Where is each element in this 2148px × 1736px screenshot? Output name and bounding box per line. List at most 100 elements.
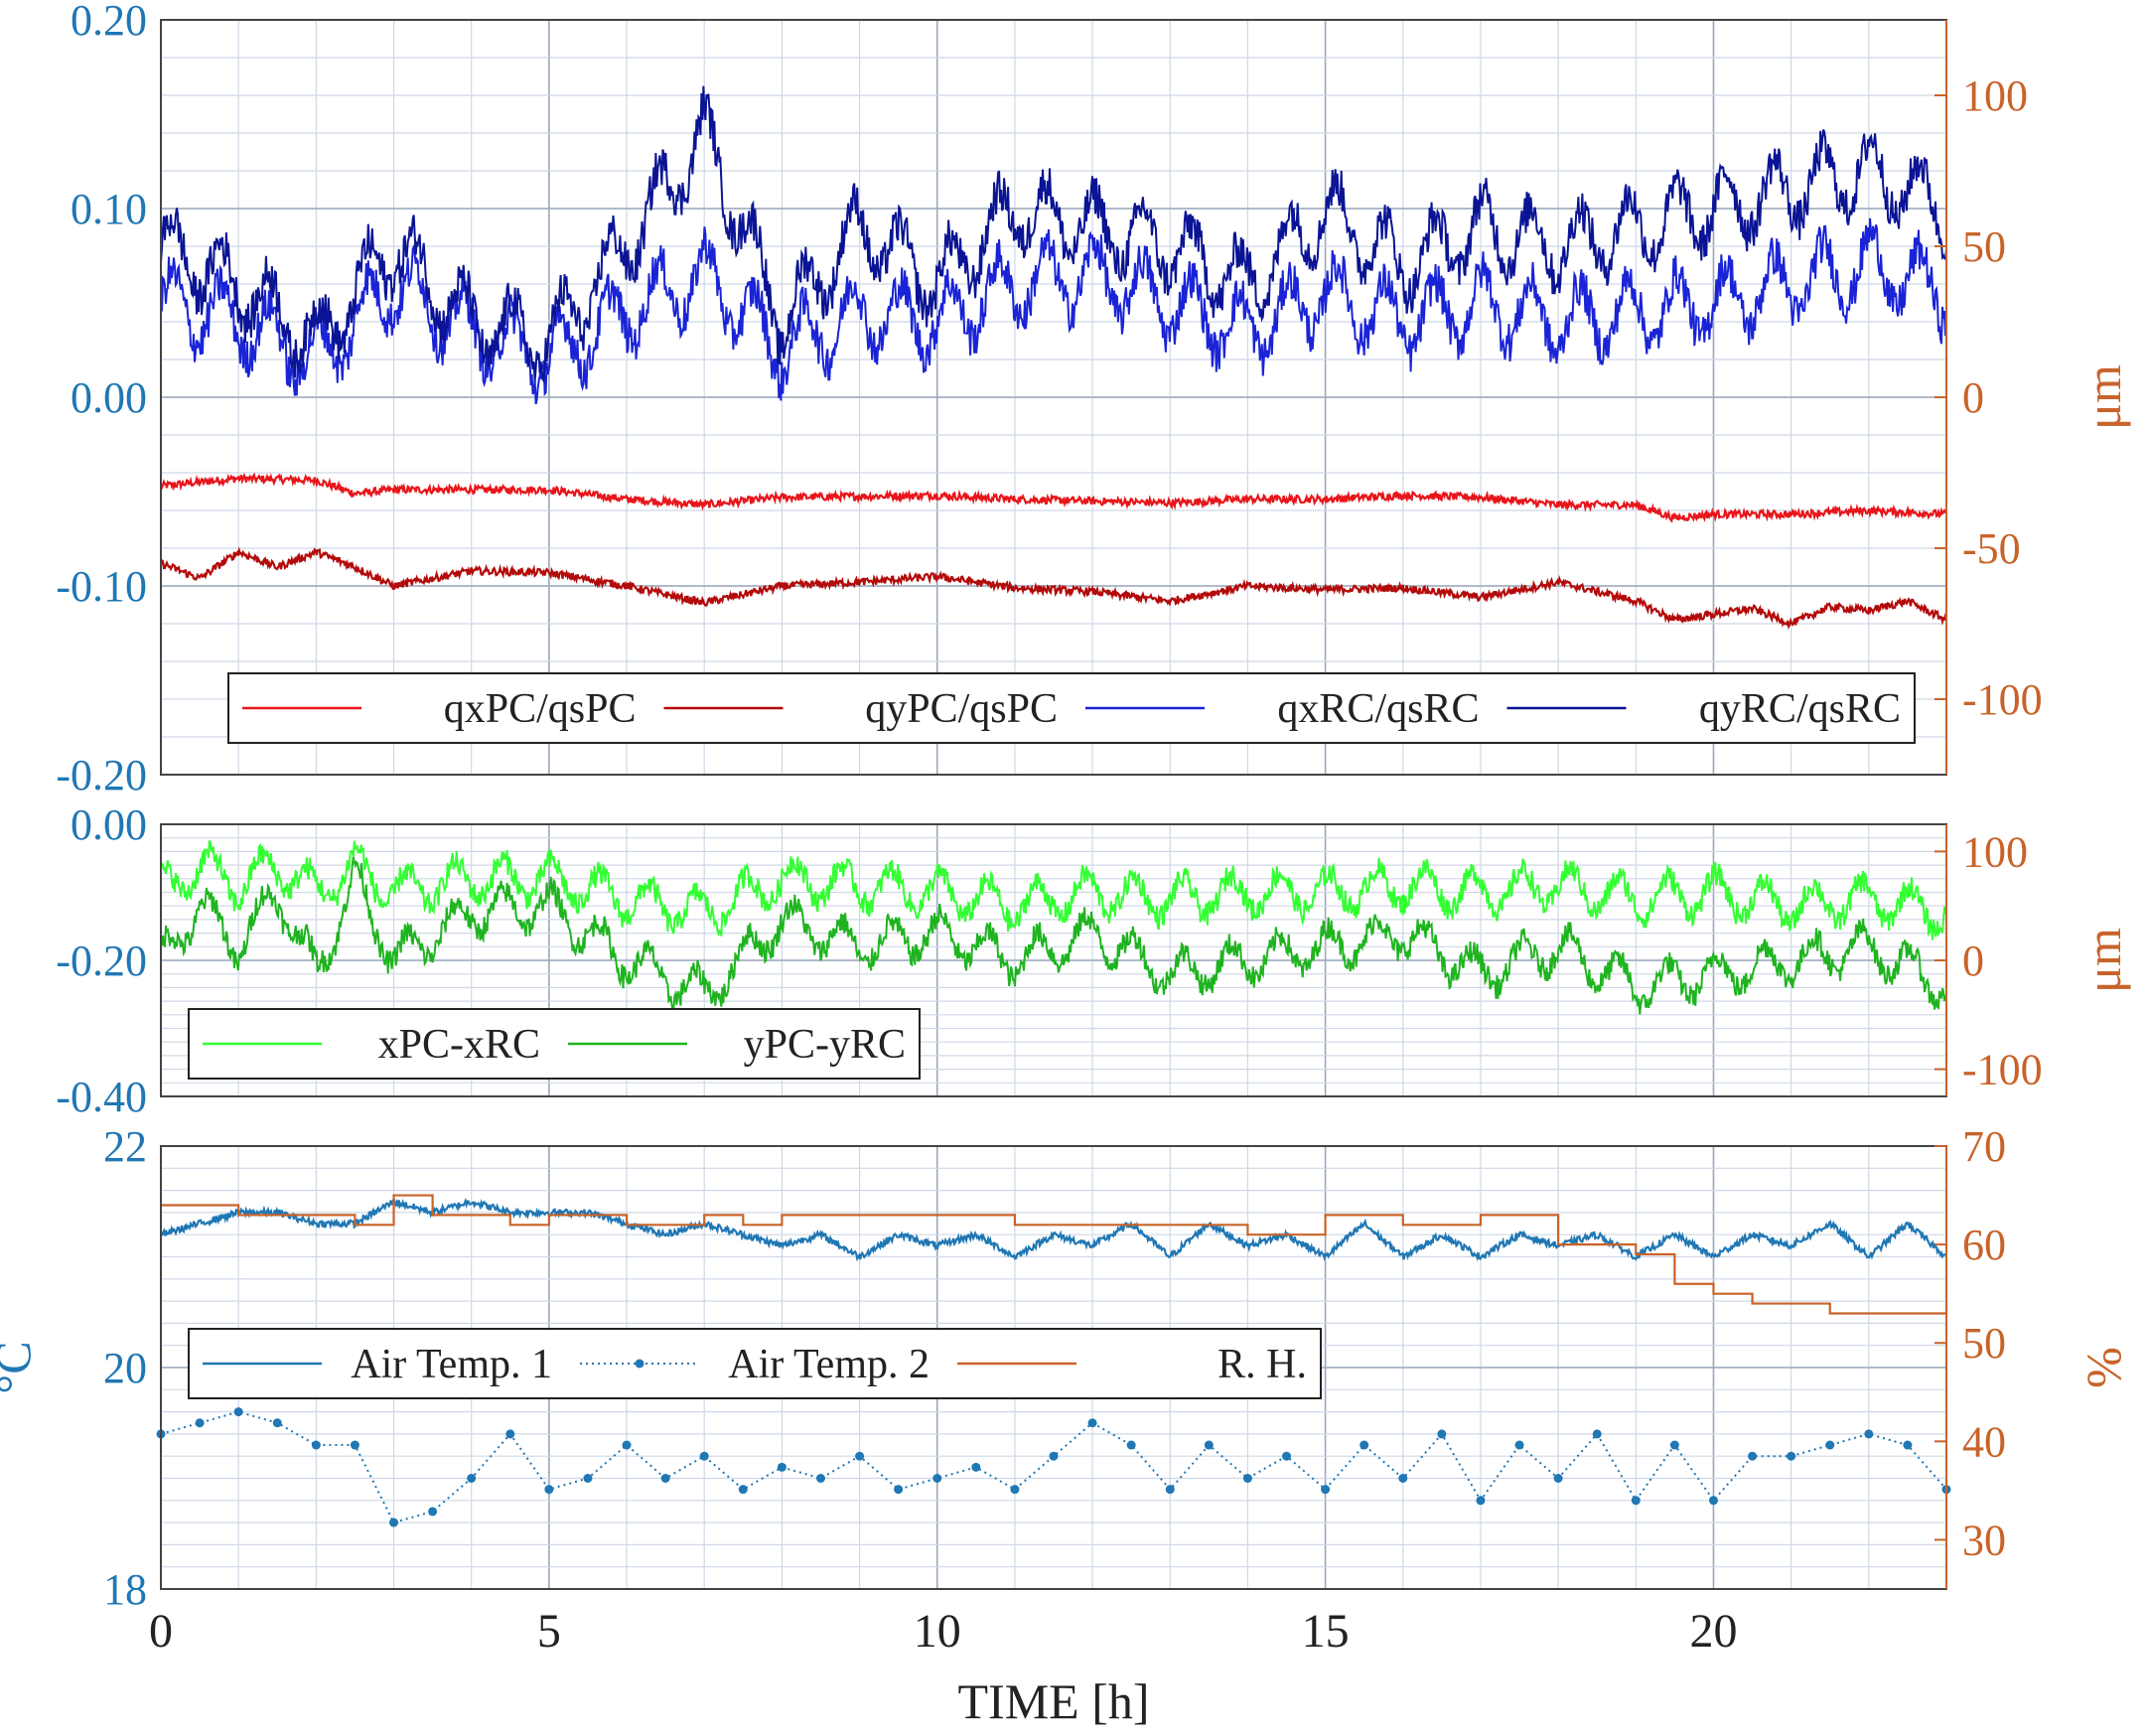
series-point-air-temp-2	[272, 1418, 282, 1428]
right-tick-label: -50	[1962, 524, 2021, 573]
series-line-rh	[161, 1194, 1948, 1315]
series-point-air-temp-2	[932, 1474, 942, 1483]
panel-top-right-ticks: 100 50 0 -50 -100	[1934, 20, 2043, 775]
legend-swatch-marker	[635, 1359, 644, 1369]
series-point-air-temp-2	[583, 1474, 593, 1483]
panel-top-legend: qxPC/qsPC qyPC/qsPC qxRC/qsRC qyRC/qsRC	[227, 672, 1916, 744]
legend-label: xPC-xRC	[378, 1022, 540, 1068]
series-point-air-temp-2	[777, 1462, 787, 1472]
series-point-air-temp-2	[389, 1518, 399, 1527]
series-point-air-temp-2	[350, 1440, 359, 1450]
panel-middle-series	[160, 839, 1947, 1015]
series-point-air-temp-2	[1631, 1496, 1641, 1506]
series-point-air-temp-2	[544, 1485, 554, 1495]
series-line-qxpc-qspc	[159, 472, 1947, 523]
panel-middle-right-axis-label: μm	[2076, 928, 2131, 993]
series-point-air-temp-2	[699, 1451, 709, 1461]
right-tick-label: 50	[1962, 222, 2006, 271]
series-line-qyrc-qsrc	[160, 85, 1947, 384]
series-point-air-temp-2	[971, 1462, 981, 1472]
right-tick-label: 40	[1962, 1417, 2006, 1466]
series-point-air-temp-2	[1514, 1440, 1524, 1450]
series-point-air-temp-2	[1748, 1451, 1758, 1461]
legend-label: Air Temp. 1	[351, 1342, 552, 1387]
series-point-air-temp-2	[1321, 1485, 1331, 1495]
series-point-air-temp-2	[1553, 1474, 1563, 1483]
x-tick-label: 0	[149, 1605, 173, 1658]
legend-box	[188, 1328, 1322, 1399]
series-point-air-temp-2	[1592, 1429, 1602, 1439]
series-point-air-temp-2	[738, 1485, 748, 1495]
series-line-qypc-qspc	[159, 546, 1948, 630]
x-tick-label: 20	[1689, 1605, 1737, 1658]
x-tick-label: 10	[914, 1605, 961, 1658]
series-line-ypc-yrc	[160, 856, 1947, 1015]
series-point-air-temp-2	[1010, 1485, 1020, 1495]
series-point-air-temp-2	[1669, 1440, 1679, 1450]
panel-bottom-right-ticks: 70 60 50 40 30	[1934, 1122, 2006, 1589]
series-point-air-temp-2	[233, 1407, 243, 1417]
series-point-air-temp-2	[815, 1474, 825, 1483]
series-point-air-temp-2	[195, 1418, 205, 1428]
left-tick-label: 0.20	[71, 0, 147, 45]
right-tick-label: -100	[1962, 1046, 2043, 1094]
legend-label: qxRC/qsRC	[1277, 686, 1479, 732]
right-tick-label: 70	[1962, 1122, 2006, 1171]
right-tick-label: 50	[1962, 1319, 2006, 1368]
x-tick-label: 5	[537, 1605, 561, 1658]
series-point-air-temp-2	[1708, 1496, 1718, 1506]
series-point-air-temp-2	[1476, 1496, 1486, 1506]
panel-bottom-series	[156, 1194, 1951, 1527]
panel-middle-legend: xPC-xRC yPC-yRC	[188, 1008, 921, 1080]
left-tick-label: 22	[103, 1122, 147, 1171]
legend-label: qxPC/qsPC	[444, 686, 637, 732]
left-tick-label: 0.00	[71, 800, 147, 849]
right-tick-label: 100	[1962, 72, 2028, 120]
x-tick-label: 15	[1302, 1605, 1350, 1658]
x-axis-label: TIME [h]	[958, 1673, 1150, 1729]
series-point-air-temp-2	[1825, 1440, 1835, 1450]
series-point-air-temp-2	[855, 1451, 865, 1461]
legend-label: qyRC/qsRC	[1699, 686, 1901, 732]
right-tick-label: 30	[1962, 1516, 2006, 1564]
left-tick-label: 0.10	[71, 185, 147, 233]
panel-bottom-legend: Air Temp. 1 Air Temp. 2 R. H.	[188, 1328, 1322, 1399]
left-tick-label: 18	[103, 1565, 147, 1614]
series-point-air-temp-2	[1864, 1429, 1874, 1439]
series-line-air-temp-2	[160, 1410, 1947, 1524]
series-line-qxrc-qsrc	[160, 217, 1947, 405]
panel-top-left-ticks: 0.20 0.10 0.00 -0.10 -0.20	[56, 0, 147, 799]
left-tick-label: -0.40	[56, 1073, 147, 1121]
panel-top-right-axis-label: μm	[2076, 364, 2131, 430]
series-point-air-temp-2	[894, 1485, 904, 1495]
left-tick-label: -0.20	[56, 937, 147, 985]
series-point-air-temp-2	[1165, 1485, 1175, 1495]
legend-box	[227, 672, 1916, 744]
left-tick-label: 20	[103, 1344, 147, 1392]
panel-top-series	[159, 85, 1948, 630]
series-point-air-temp-2	[622, 1440, 632, 1450]
panel-middle: 0.00 -0.20 -0.40 100 0 -100 μm xPC-xRC yPC-yR…	[56, 800, 2131, 1121]
series-point-air-temp-2	[660, 1474, 670, 1483]
right-tick-label: 60	[1962, 1221, 2006, 1269]
x-axis-ticks: 0 5 10 15 20	[149, 1605, 1737, 1658]
right-tick-label: 0	[1962, 373, 1984, 422]
left-tick-label: 0.00	[71, 373, 147, 422]
series-point-air-temp-2	[428, 1507, 438, 1517]
panel-middle-left-ticks: 0.00 -0.20 -0.40	[56, 800, 147, 1121]
series-point-air-temp-2	[1903, 1440, 1913, 1450]
series-point-air-temp-2	[1787, 1451, 1796, 1461]
series-point-air-temp-2	[1126, 1440, 1136, 1450]
series-point-air-temp-2	[1242, 1474, 1252, 1483]
legend-label: Air Temp. 2	[728, 1342, 930, 1387]
series-line-xpc-xrc	[160, 839, 1947, 940]
right-tick-label: 100	[1962, 827, 2028, 876]
panel-bottom-right-axis-label: %	[2076, 1347, 2131, 1388]
left-tick-label: -0.10	[56, 562, 147, 611]
panel-bottom-left-axis-label: °C	[0, 1341, 41, 1393]
panel-middle-right-ticks: 100 0 -100	[1934, 824, 2043, 1096]
legend-label: yPC-yRC	[744, 1022, 906, 1068]
series-line-air-temp-1	[159, 1196, 1947, 1262]
